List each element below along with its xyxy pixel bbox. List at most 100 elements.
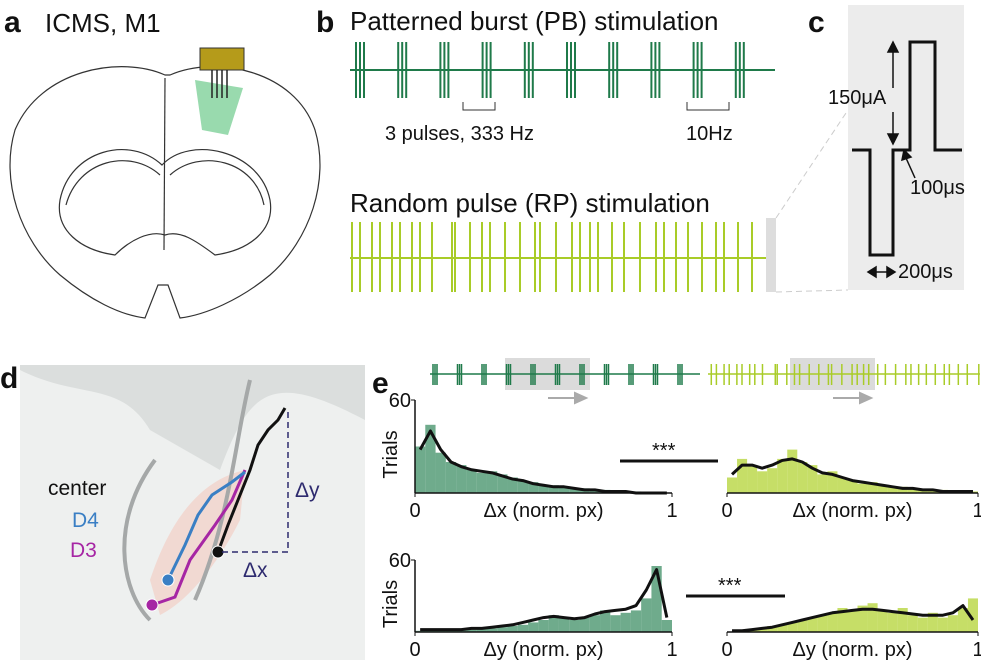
bar: [538, 620, 549, 632]
bar: [957, 608, 968, 632]
x-axis-label: Δx (norm. px): [483, 500, 603, 522]
bar: [887, 612, 898, 632]
bar: [917, 489, 928, 493]
sig-label: ***: [718, 575, 742, 597]
bar: [897, 608, 908, 632]
bar: [757, 471, 768, 493]
bar: [466, 629, 477, 632]
center-label: center: [48, 477, 106, 500]
photo-shadow: [20, 365, 365, 470]
d3-dot: [145, 598, 159, 612]
x-axis-label: Δy (norm. px): [792, 639, 912, 661]
brain: [9, 66, 321, 319]
bar: [497, 627, 508, 632]
bar: [610, 615, 621, 632]
d3-label: D3: [70, 539, 97, 562]
zoom-box: [848, 5, 964, 290]
bar: [777, 624, 788, 632]
bar: [651, 566, 662, 632]
dx-label: Δx: [243, 559, 268, 582]
x-tick-label: 0: [409, 639, 420, 661]
bar: [445, 462, 457, 493]
bar: [927, 612, 938, 632]
bar: [927, 489, 938, 493]
density-curve: [420, 568, 669, 632]
amplitude-label: 150μA: [828, 87, 887, 109]
sig-label: ***: [652, 440, 676, 462]
window-arrows: [548, 391, 874, 405]
bar: [807, 617, 818, 632]
pb-train: [350, 42, 775, 98]
rp-title: Random pulse (RP) stimulation: [350, 188, 710, 218]
bar: [917, 617, 928, 632]
bar: [425, 424, 436, 493]
density-curve: [418, 429, 667, 495]
bar: [486, 471, 498, 493]
bar: [727, 477, 738, 493]
bar: [558, 617, 570, 632]
bar: [528, 622, 539, 632]
bar: [630, 610, 642, 632]
panel-title: ICMS, M1: [45, 8, 161, 38]
bar: [907, 488, 918, 493]
panel-letter: b: [316, 6, 334, 39]
x-tick-label: 0: [409, 500, 420, 522]
bar: [507, 626, 518, 632]
bar: [497, 474, 508, 493]
zoom-source: [766, 218, 776, 292]
bar: [757, 628, 768, 632]
bar: [767, 468, 778, 493]
y-tick-label: 60: [389, 390, 411, 412]
bar: [548, 485, 559, 493]
stim-region: [195, 80, 243, 135]
bar: [857, 605, 868, 632]
bar: [897, 486, 908, 493]
bar: [569, 620, 580, 632]
rp-train: [350, 222, 771, 292]
bar: [787, 622, 798, 632]
width-label: 200μs: [898, 261, 953, 283]
waveform: [852, 40, 962, 257]
x-tick-label: 1: [666, 500, 677, 522]
arrows: [866, 40, 916, 279]
bar: [787, 449, 798, 493]
bar: [589, 489, 601, 493]
x-tick-label: 1: [972, 500, 981, 522]
bar: [877, 485, 888, 493]
bar: [857, 483, 868, 493]
x-axis-label: Δx (norm. px): [792, 500, 912, 522]
x-tick-label: 1: [972, 639, 981, 661]
density-curve: [732, 604, 975, 633]
bar: [620, 612, 631, 632]
dy-label: Δy: [295, 479, 320, 502]
gap-label: 100μs: [910, 177, 965, 199]
y-axis-label: Trials: [380, 430, 402, 478]
bar: [456, 465, 467, 493]
delta-lines: [222, 410, 289, 553]
bar: [767, 626, 778, 632]
bar: [486, 628, 498, 632]
bar: [797, 462, 808, 493]
bar: [476, 628, 487, 632]
bar: [967, 598, 978, 632]
bar: [847, 480, 858, 493]
bar: [558, 486, 570, 493]
center-trace: [216, 407, 287, 553]
brackets: [462, 102, 730, 111]
rp-mini: [708, 364, 980, 385]
bar: [797, 620, 808, 632]
bar: [548, 615, 559, 632]
bar: [435, 452, 446, 493]
bar: [817, 615, 828, 632]
bar: [589, 615, 601, 632]
d4-dot: [161, 573, 175, 587]
density-curve: [731, 457, 973, 493]
bar: [517, 480, 529, 493]
bar: [947, 615, 958, 632]
bar: [807, 465, 818, 493]
bar: [476, 472, 487, 493]
bar: [661, 620, 672, 632]
bar: [466, 469, 477, 493]
bar: [517, 624, 529, 632]
x-tick-label: 0: [721, 500, 732, 522]
